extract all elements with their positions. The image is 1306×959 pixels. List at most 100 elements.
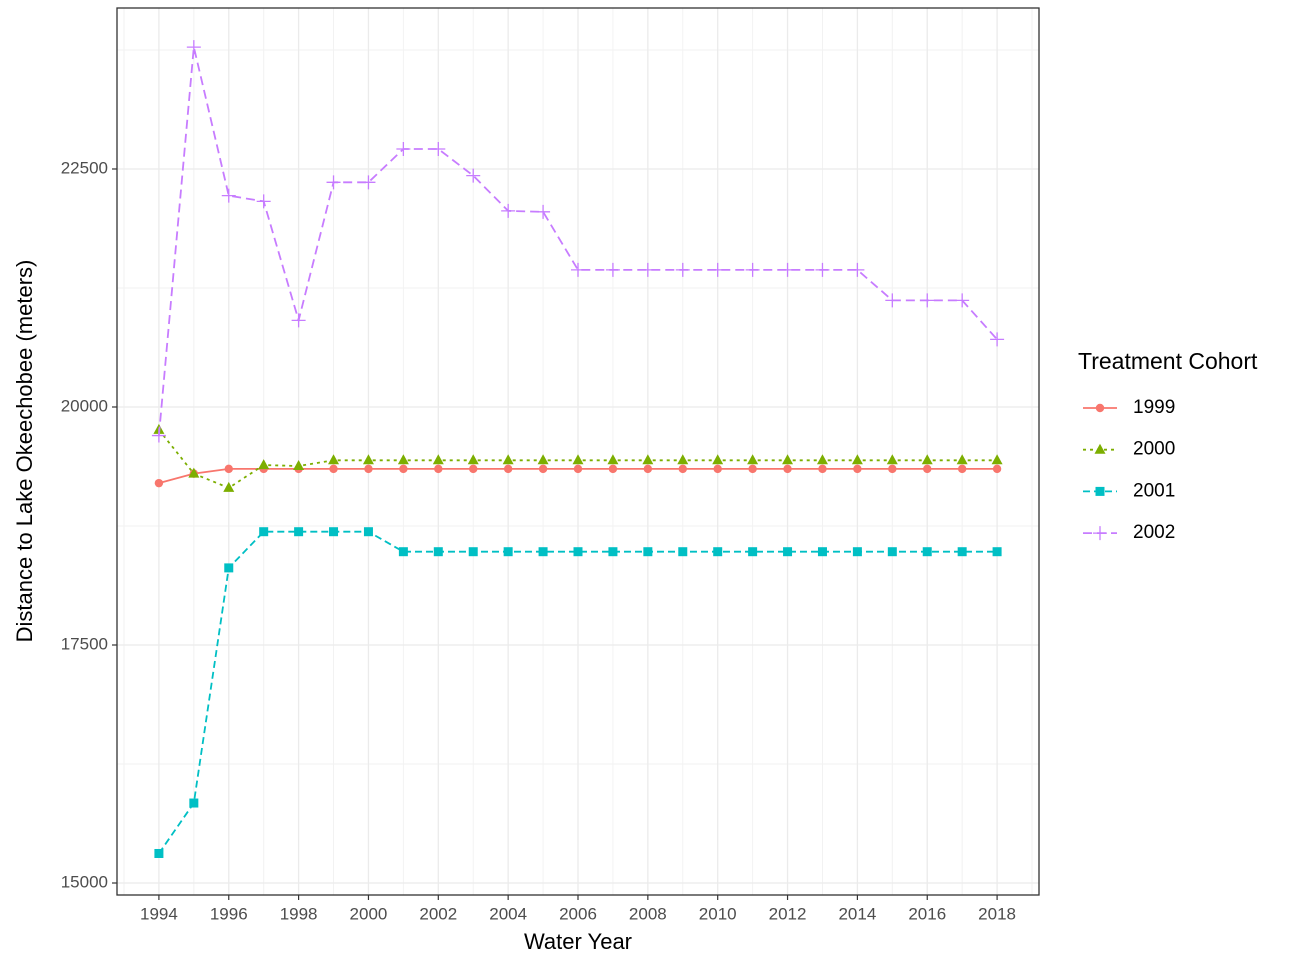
marker — [643, 547, 653, 557]
marker — [397, 454, 409, 465]
marker — [992, 464, 1002, 474]
marker — [815, 262, 830, 277]
x-tick-label: 1998 — [280, 904, 318, 923]
x-tick-label: 2010 — [699, 904, 737, 923]
marker — [468, 547, 478, 557]
y-tick-label: 20000 — [61, 396, 108, 415]
x-tick-label: 2018 — [978, 904, 1016, 923]
marker — [850, 262, 865, 277]
y-axis-title: Distance to Lake Okeechobee (meters) — [12, 260, 37, 643]
marker — [747, 454, 759, 465]
marker — [291, 313, 306, 328]
marker — [502, 454, 514, 465]
legend-label: 2001 — [1133, 480, 1175, 501]
marker — [571, 262, 585, 277]
marker — [607, 454, 619, 465]
marker — [538, 547, 548, 557]
legend-label: 2002 — [1133, 522, 1175, 543]
marker — [329, 527, 339, 537]
plot-border — [116, 7, 1040, 896]
marker — [608, 464, 618, 474]
marker — [1093, 526, 1107, 541]
marker — [537, 454, 549, 465]
marker — [154, 848, 164, 858]
marker — [467, 454, 479, 465]
y-tick-label: 15000 — [61, 872, 108, 891]
marker — [503, 547, 513, 557]
marker — [573, 464, 583, 474]
legend-item: 2002 — [1083, 522, 1175, 543]
marker — [888, 464, 897, 474]
marker — [853, 464, 862, 474]
marker — [363, 527, 373, 537]
y-tick-label: 22500 — [61, 158, 108, 177]
x-tick-label: 2002 — [419, 904, 457, 923]
marker — [362, 454, 374, 465]
marker — [783, 547, 793, 557]
marker — [259, 527, 269, 537]
marker — [817, 547, 827, 557]
marker — [678, 464, 687, 474]
marker — [398, 547, 408, 557]
x-tick-label: 2016 — [908, 904, 946, 923]
x-tick-label: 2008 — [629, 904, 667, 923]
marker — [956, 454, 968, 465]
marker — [780, 262, 795, 277]
x-tick-label: 2004 — [489, 904, 527, 923]
legend-item: 2001 — [1083, 480, 1175, 501]
marker — [957, 464, 967, 474]
x-tick-label: 1996 — [210, 904, 248, 923]
marker — [713, 464, 722, 474]
marker — [189, 798, 199, 808]
marker — [748, 464, 757, 474]
marker — [677, 454, 689, 465]
marker — [258, 459, 270, 470]
marker — [503, 464, 513, 474]
marker — [818, 464, 827, 474]
marker — [224, 563, 234, 573]
marker — [816, 454, 828, 465]
marker — [431, 141, 446, 156]
marker — [328, 454, 340, 465]
marker — [432, 454, 444, 465]
marker — [852, 547, 862, 557]
marker — [396, 141, 411, 156]
marker — [990, 332, 1005, 347]
marker — [536, 204, 551, 219]
marker — [643, 464, 653, 474]
legend-item: 2000 — [1083, 439, 1175, 460]
marker — [361, 175, 376, 190]
legend-item: 1999 — [1083, 397, 1175, 418]
marker — [538, 464, 548, 474]
marker — [1095, 486, 1105, 496]
marker — [434, 464, 443, 474]
x-tick-label: 2012 — [769, 904, 807, 923]
marker — [223, 481, 235, 492]
marker — [640, 262, 655, 277]
marker — [608, 547, 618, 557]
marker — [710, 262, 725, 277]
marker — [154, 478, 164, 488]
marker — [851, 454, 863, 465]
marker — [466, 168, 481, 183]
x-tick-label: 2006 — [559, 904, 597, 923]
x-tick-label: 2014 — [838, 904, 876, 923]
marker — [294, 527, 304, 537]
marker — [399, 464, 408, 474]
y-tick-label: 17500 — [61, 634, 108, 653]
marker — [712, 454, 724, 465]
marker — [887, 547, 897, 557]
marker — [221, 188, 236, 203]
marker — [605, 262, 620, 277]
marker — [921, 454, 933, 465]
marker — [991, 454, 1003, 465]
marker — [678, 547, 688, 557]
marker — [326, 175, 341, 190]
marker — [957, 547, 967, 557]
marker — [922, 547, 932, 557]
marker — [433, 547, 443, 557]
marker — [713, 547, 723, 557]
x-tick-label: 2000 — [350, 904, 388, 923]
marker — [501, 203, 516, 218]
